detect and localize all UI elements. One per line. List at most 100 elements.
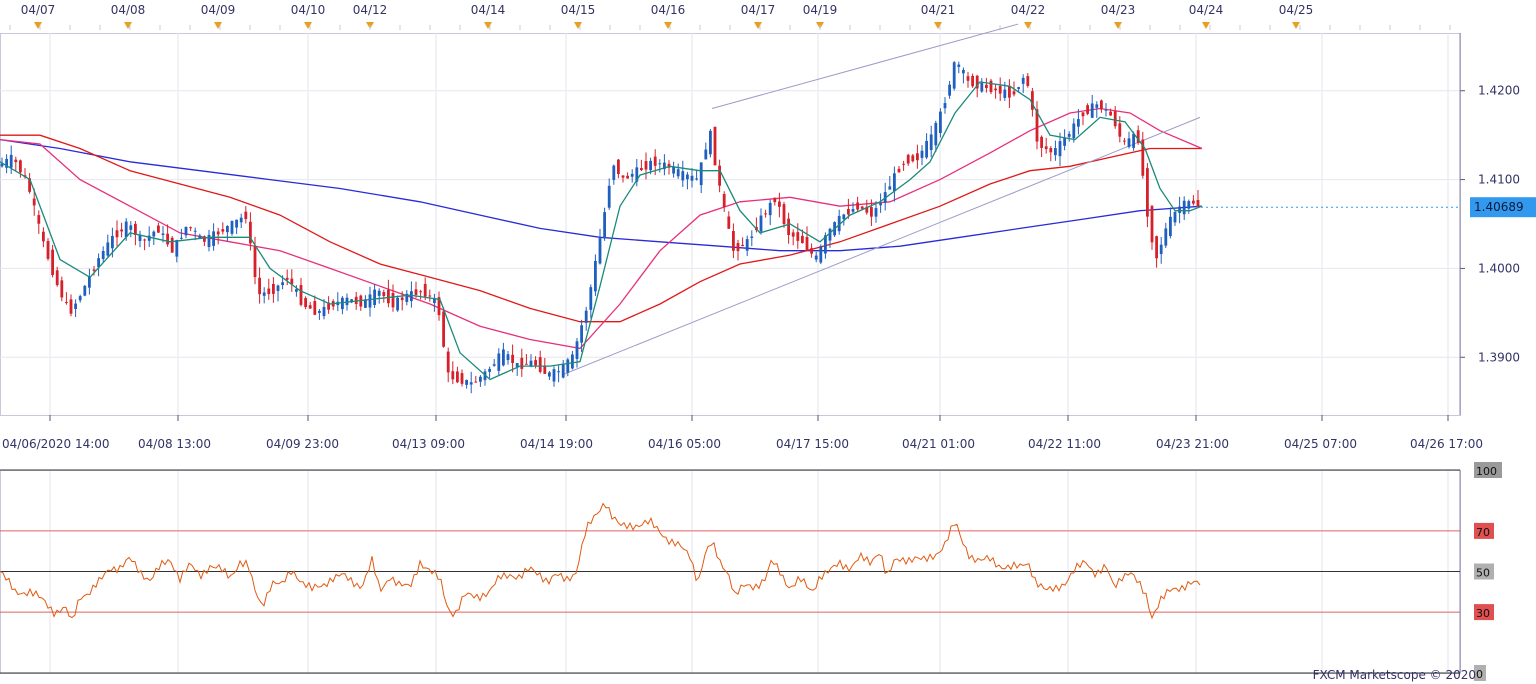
x-time-label: 04/23 21:00 xyxy=(1156,437,1229,451)
candle-bull xyxy=(939,111,942,133)
candle-bull xyxy=(502,349,505,366)
candle-bull xyxy=(207,234,211,248)
candle-bear xyxy=(46,241,50,259)
candle-bear xyxy=(354,296,358,304)
x-time-label: 04/17 15:00 xyxy=(776,437,849,451)
candle-bear xyxy=(667,163,671,168)
candle-bull xyxy=(1164,228,1168,246)
candle-bull xyxy=(152,231,156,237)
candle-bear xyxy=(525,363,528,365)
candle-bull xyxy=(1058,141,1062,157)
ma-long-line xyxy=(0,138,1203,252)
date-flag-label: 04/07 xyxy=(21,3,56,17)
candle-bull xyxy=(1104,109,1108,111)
candle-bull xyxy=(842,214,846,220)
candle-bull xyxy=(837,216,841,232)
candle-bear xyxy=(1035,109,1039,142)
candle-bull xyxy=(175,240,179,257)
candle-bull xyxy=(934,122,938,146)
candle-bear xyxy=(1086,105,1089,114)
candle-bull xyxy=(709,130,712,155)
candle-bull xyxy=(589,287,593,310)
candle-bear xyxy=(538,357,542,372)
candle-bear xyxy=(120,229,123,232)
candle-bull xyxy=(598,238,602,264)
candle-bull xyxy=(198,235,202,239)
candle-bear xyxy=(14,159,18,163)
date-flag-marker xyxy=(754,22,762,29)
x-time-label: 04/22 11:00 xyxy=(1028,437,1101,451)
candle-bull xyxy=(630,173,634,177)
candle-bull xyxy=(9,154,13,168)
candle-bear xyxy=(1150,206,1154,243)
candle-bull xyxy=(1127,138,1131,147)
candle-bear xyxy=(640,168,643,171)
date-flag-label: 04/15 xyxy=(561,3,596,17)
date-flag-marker xyxy=(214,22,222,29)
candle-bull xyxy=(828,228,832,241)
candle-bear xyxy=(1012,91,1016,95)
candle-bull xyxy=(184,226,188,236)
x-time-label: 04/09 23:00 xyxy=(266,437,339,451)
date-flag-marker xyxy=(304,22,312,29)
candle-bear xyxy=(1026,76,1030,86)
candle-bull xyxy=(566,359,570,373)
candle-bull xyxy=(957,64,961,67)
date-flag-label: 04/09 xyxy=(201,3,236,17)
date-flag-label: 04/10 xyxy=(291,3,326,17)
rsi-level-30-label: 30 xyxy=(1476,607,1490,620)
candle-bull xyxy=(584,310,588,323)
date-flag-marker xyxy=(484,22,492,29)
candle-bear xyxy=(782,204,786,225)
candle-bear xyxy=(778,201,781,207)
candle-bull xyxy=(111,235,114,249)
candle-bear xyxy=(423,283,427,297)
candle-bear xyxy=(902,163,905,165)
candle-bear xyxy=(244,211,248,220)
candle-bear xyxy=(382,292,386,296)
date-flag-label: 04/24 xyxy=(1189,3,1224,17)
candle-bull xyxy=(888,186,892,190)
candle-bull xyxy=(695,178,698,180)
candle-bull xyxy=(396,297,399,311)
candle-bear xyxy=(1192,200,1195,204)
candle-bear xyxy=(189,227,192,229)
candle-bull xyxy=(561,363,565,378)
candle-bear xyxy=(28,178,31,192)
candle-bull xyxy=(681,171,685,181)
candle-bull xyxy=(1187,201,1191,209)
candle-bear xyxy=(534,360,537,366)
candle-bear xyxy=(870,207,873,217)
x-time-label: 04/21 01:00 xyxy=(902,437,975,451)
candle-bear xyxy=(1040,136,1043,148)
candle-bull xyxy=(594,260,597,292)
candle-bear xyxy=(805,236,809,250)
candle-bear xyxy=(856,202,859,210)
candle-bull xyxy=(571,354,574,369)
candle-bear xyxy=(216,231,220,235)
candle-bear xyxy=(387,289,390,304)
candle-bear xyxy=(617,159,620,174)
candle-bear xyxy=(37,215,41,224)
candle-bear xyxy=(1155,236,1158,259)
candle-bull xyxy=(663,162,666,170)
candle-bull xyxy=(874,208,878,217)
candle-bull xyxy=(962,69,965,74)
candle-bull xyxy=(479,376,482,382)
candle-bull xyxy=(690,175,694,181)
candle-bear xyxy=(428,295,432,297)
candle-bear xyxy=(258,277,261,295)
candle-bull xyxy=(281,282,284,286)
candle-bull xyxy=(1095,104,1099,108)
candle-bear xyxy=(290,278,294,285)
candle-bear xyxy=(69,299,73,314)
candle-bull xyxy=(78,296,82,301)
candle-bull xyxy=(5,158,8,168)
candle-bear xyxy=(42,231,45,242)
candle-bear xyxy=(644,161,648,170)
candle-bull xyxy=(929,134,933,151)
candle-bear xyxy=(327,302,330,310)
candle-bear xyxy=(308,305,312,309)
date-flag-marker xyxy=(934,22,942,29)
